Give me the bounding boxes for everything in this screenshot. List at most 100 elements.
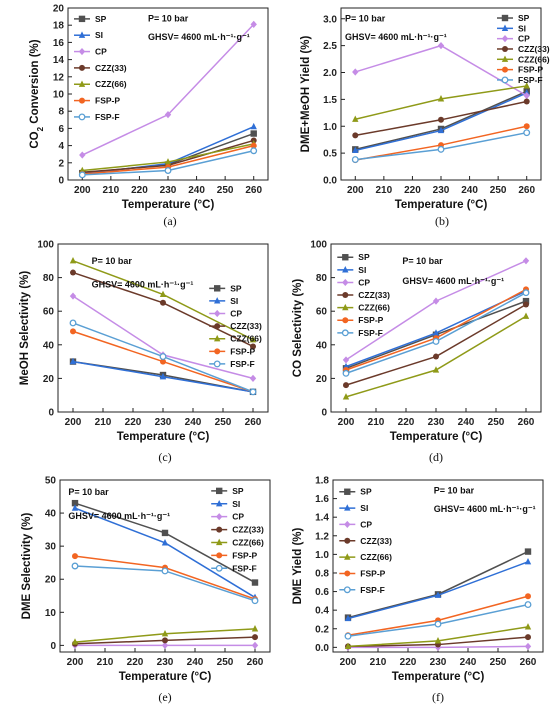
legend-entry: FSP-F: [360, 585, 385, 595]
y-tick-label: 1.8: [315, 476, 329, 487]
legend-marker: [342, 254, 349, 261]
data-point: [250, 142, 257, 149]
data-point: [69, 319, 77, 327]
y-tick-label: 40: [45, 509, 57, 520]
x-tick-label: 240: [460, 657, 477, 668]
x-tick-label: 250: [215, 417, 232, 428]
y-tick-label: 60: [43, 307, 55, 318]
data-point: [70, 328, 76, 335]
data-point: [522, 297, 530, 305]
y-tick-label: 16: [53, 38, 65, 49]
legend-entry: SI: [360, 503, 368, 513]
series-line-si: [74, 507, 256, 599]
y-axis-label: DME+MeOH Yield (%): [300, 36, 312, 153]
legend-marker: [344, 504, 351, 511]
x-tick-label: 200: [67, 657, 84, 668]
data-point: [524, 642, 532, 651]
data-point: [437, 126, 445, 134]
data-point: [344, 632, 352, 640]
x-tick-label: 210: [376, 185, 393, 196]
data-point: [161, 567, 169, 575]
y-tick-label: 100: [37, 240, 54, 251]
y-tick-label: 80: [316, 273, 328, 284]
ghsv-annotation: GHSV= 4600 mL·h⁻¹·g⁻¹: [434, 504, 536, 514]
panel-caption: (b): [435, 214, 449, 228]
legend-marker: [78, 31, 86, 38]
data-point: [342, 356, 350, 364]
data-point: [523, 98, 530, 105]
x-tick-label: 200: [65, 417, 82, 428]
legend-entry: CZZ(33): [358, 290, 390, 300]
y-tick-label: 30: [45, 542, 57, 553]
legend-marker: [216, 526, 223, 533]
chart-panel-2: 200 210 220 230 240 250 260 0.0 0.5 1.0 1.5 2.0 2.5 3…: [300, 7, 550, 228]
legend-entry: FSP-F: [518, 75, 543, 85]
panel-caption: (c): [158, 450, 171, 464]
legend-marker: [213, 360, 221, 368]
x-axis-label: Temperature (°C): [122, 199, 215, 211]
x-tick-label: 240: [461, 185, 478, 196]
x-tick-label: 210: [103, 185, 120, 196]
data-point: [351, 156, 359, 164]
legend: SP SI CP CZZ(33) CZZ(66) FSP-P FSP-F: [209, 283, 262, 369]
y-tick-label: 1.2: [315, 531, 329, 542]
data-point: [523, 123, 530, 130]
y-tick-label: 12: [53, 72, 65, 83]
x-tick-label: 240: [185, 417, 202, 428]
legend-entry: CZZ(66): [360, 552, 392, 562]
y-tick-label: 40: [316, 340, 328, 351]
legend-entry: CZZ(66): [232, 537, 264, 547]
data-point: [69, 357, 77, 365]
series-line-fsp-p: [347, 595, 529, 637]
y-tick-label: 50: [45, 476, 57, 487]
x-tick-label: 230: [428, 417, 445, 428]
legend-marker: [501, 24, 509, 31]
x-tick-label: 260: [245, 185, 262, 196]
legend-entry: SI: [230, 296, 238, 306]
ghsv-annotation: GHSV= 4600 mL·h⁻¹·g⁻¹: [68, 511, 170, 521]
data-point: [251, 641, 259, 649]
legend-entry: SP: [95, 14, 107, 24]
legend-entry: CP: [360, 519, 372, 529]
legend-entry: FSP-F: [230, 359, 255, 369]
data-point: [523, 301, 529, 308]
data-point: [524, 548, 532, 555]
data-point: [251, 579, 259, 586]
data-point: [523, 129, 531, 137]
data-point: [434, 591, 442, 598]
y-axis-label: CO Selectivity (%): [292, 279, 304, 378]
data-point: [342, 369, 350, 377]
y-tick-label: 1.0: [315, 550, 329, 561]
x-tick-label: 220: [125, 417, 142, 428]
x-tick-label: 240: [187, 657, 204, 668]
data-point: [437, 95, 445, 102]
pressure-annotation: P= 10 bar: [92, 256, 133, 266]
y-tick-label: 0.6: [315, 587, 329, 598]
data-point: [164, 167, 172, 174]
y-tick-label: 10: [53, 90, 65, 101]
data-point: [523, 82, 530, 89]
legend-marker: [342, 292, 349, 299]
legend-entry: SP: [518, 13, 530, 23]
data-point: [438, 116, 444, 123]
data-point: [522, 312, 530, 319]
legend-marker: [214, 334, 221, 342]
y-axis-label: MeOH Selectivity (%): [19, 271, 31, 386]
y-tick-label: 6: [58, 124, 64, 135]
legend-marker: [341, 329, 349, 337]
legend-marker: [78, 47, 86, 56]
legend: SP SI CP CZZ(33) CZZ(66) FSP-P FSP-F: [339, 487, 392, 595]
y-tick-label: 0.0: [315, 643, 329, 654]
y-tick-label: 0.5: [323, 149, 337, 160]
legend-entry: CZZ(33): [360, 536, 392, 546]
x-tick-label: 220: [404, 185, 421, 196]
legend-entry: SI: [95, 30, 103, 40]
legend-entry: CZZ(33): [230, 321, 262, 331]
data-point: [164, 158, 172, 165]
legend-entry: CZZ(66): [230, 334, 262, 344]
x-tick-label: 250: [217, 657, 234, 668]
x-axis-label: Temperature (°C): [395, 199, 488, 211]
x-tick-label: 230: [160, 185, 177, 196]
data-point: [432, 329, 440, 336]
data-point: [352, 115, 359, 122]
